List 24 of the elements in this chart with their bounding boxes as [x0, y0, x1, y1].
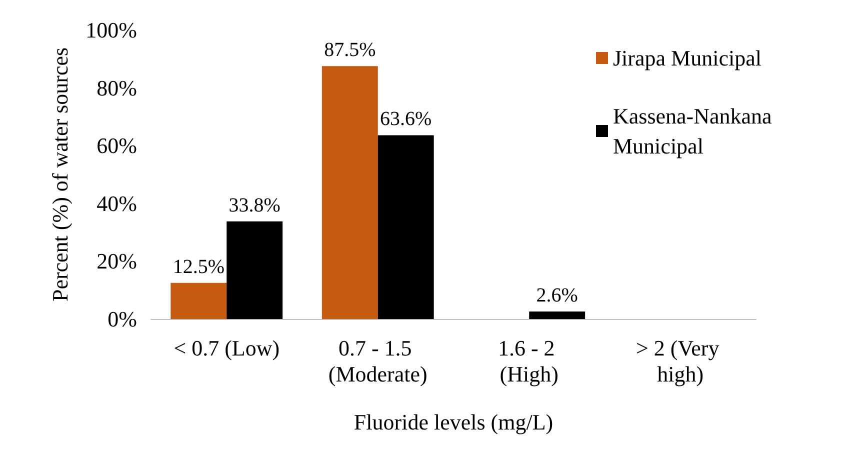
y-tick-label: 0% — [108, 306, 137, 332]
bar — [378, 135, 434, 319]
bar — [226, 221, 283, 319]
y-tick-label: 40% — [96, 190, 137, 216]
x-tick-label: 0.7 - 1.5 (Moderate) — [328, 336, 428, 386]
legend-label: Kassena-Nankana Municipal — [613, 104, 778, 158]
y-tick-label: 80% — [96, 75, 137, 100]
y-tick-label: 60% — [96, 133, 137, 158]
x-tick-label: > 2 (Very high) — [636, 336, 725, 386]
data-label: 33.8% — [228, 194, 280, 216]
data-label: 87.5% — [324, 39, 376, 62]
data-label: 12.5% — [172, 256, 224, 278]
y-axis-title: Percent (%) of water sources — [48, 47, 72, 302]
data-label: 2.6% — [536, 284, 578, 306]
x-tick-label: 1.6 - 2 (High) — [498, 336, 560, 386]
data-label: 63.6% — [380, 108, 432, 130]
y-tick-label: 20% — [96, 248, 137, 274]
legend-label: Jirapa Municipal — [613, 46, 762, 70]
x-tick-label: < 0.7 (Low) — [174, 336, 280, 360]
bar — [529, 311, 586, 319]
x-axis-title: Fluoride levels (mg/L) — [354, 410, 554, 434]
bar — [170, 282, 227, 319]
y-tick-label: 100% — [86, 18, 137, 42]
bar — [322, 66, 378, 319]
